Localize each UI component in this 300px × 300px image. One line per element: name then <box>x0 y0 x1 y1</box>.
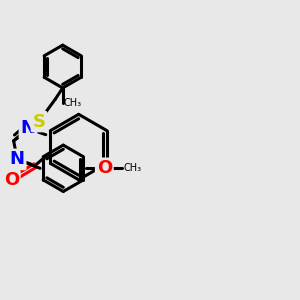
Text: O: O <box>4 171 19 189</box>
Text: CH₃: CH₃ <box>63 98 81 108</box>
Text: N: N <box>20 119 35 137</box>
Text: S: S <box>32 112 45 130</box>
Text: O: O <box>97 159 112 177</box>
Text: N: N <box>10 150 25 168</box>
Text: CH₃: CH₃ <box>123 163 141 173</box>
